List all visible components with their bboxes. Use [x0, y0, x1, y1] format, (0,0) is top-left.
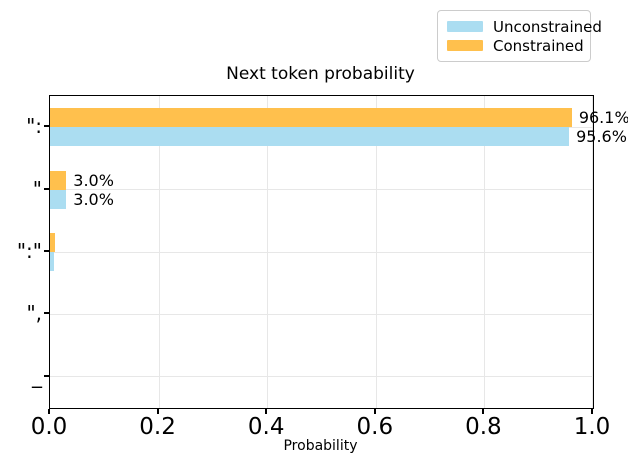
x-tick-label: 0.0	[30, 414, 68, 440]
x-tick-label: 0.4	[247, 414, 285, 440]
bar-constrained	[50, 108, 572, 128]
chart-title: Next token probability	[226, 64, 415, 84]
y-tick-mark	[44, 250, 49, 252]
y-tick-mark	[44, 125, 49, 128]
bar-value-label: 96.1%	[578, 108, 628, 128]
legend-label-constrained: Constrained	[493, 36, 584, 55]
gridline-horizontal	[50, 376, 593, 378]
legend-item-constrained: Constrained	[447, 36, 584, 55]
x-tick-mark	[265, 409, 268, 414]
bar-value-label: 95.6%	[576, 127, 627, 147]
y-tick-label: ",	[26, 301, 42, 326]
legend-patch-constrained-icon	[447, 40, 483, 51]
bar-unconstrained	[50, 127, 570, 147]
y-tick-label: "	[32, 176, 42, 201]
bar-unconstrained	[50, 252, 55, 271]
x-tick-mark	[48, 409, 50, 414]
bar-value-label: 3.0%	[73, 170, 114, 190]
gridline-horizontal	[50, 313, 593, 315]
legend: Unconstrained Constrained	[437, 10, 602, 62]
legend-label-unconstrained: Unconstrained	[493, 17, 602, 36]
y-tick-label: ":"	[16, 239, 42, 263]
x-tick-label: 1.0	[573, 414, 611, 440]
bar-constrained	[50, 170, 67, 190]
x-tick-mark	[156, 409, 159, 414]
legend-item-unconstrained: Unconstrained	[447, 17, 602, 36]
bar-unconstrained	[50, 189, 67, 209]
x-tick-label: 0.6	[356, 414, 394, 440]
y-tick-mark	[44, 187, 49, 190]
legend-patch-unconstrained-icon	[447, 21, 483, 32]
x-axis-label: Probability	[283, 438, 358, 454]
x-tick-label: 0.2	[139, 414, 176, 440]
y-tick-label: ":	[26, 114, 42, 139]
x-tick-label: 0.8	[465, 414, 502, 440]
y-tick-label: _	[32, 363, 42, 388]
y-tick-mark	[44, 312, 49, 315]
x-tick-mark	[591, 409, 593, 414]
bar-value-label: 3.0%	[73, 189, 114, 209]
bar-constrained	[50, 233, 56, 252]
gridline-horizontal	[50, 251, 593, 253]
x-tick-mark	[482, 409, 485, 414]
gridline-horizontal	[50, 189, 593, 191]
plot-area: 96.1% 3.0% 95.6% 3.0%	[49, 95, 628, 409]
x-tick-mark	[373, 409, 376, 414]
y-tick-mark	[44, 374, 49, 377]
